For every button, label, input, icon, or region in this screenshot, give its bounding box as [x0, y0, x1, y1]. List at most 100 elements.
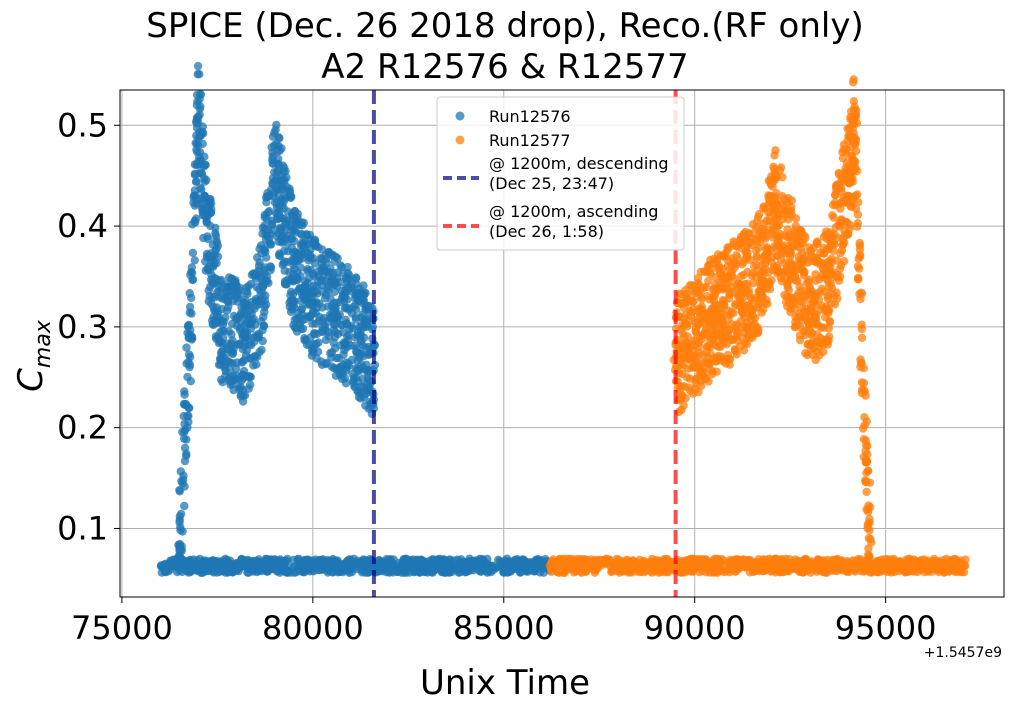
data-point	[853, 190, 862, 199]
data-point	[806, 339, 815, 349]
data-point	[888, 562, 898, 571]
data-point	[334, 364, 343, 373]
data-point	[260, 224, 270, 234]
data-point	[202, 252, 212, 262]
data-point	[731, 299, 740, 308]
data-point	[250, 304, 259, 313]
data-point	[277, 237, 286, 246]
data-point	[478, 555, 487, 564]
data-point	[187, 267, 196, 277]
data-point	[276, 566, 285, 575]
data-point	[238, 357, 247, 366]
data-point	[186, 325, 195, 334]
data-point	[270, 128, 279, 137]
data-point	[243, 563, 252, 573]
data-point	[857, 320, 866, 329]
legend-label: (Dec 26, 1:58)	[489, 222, 604, 241]
data-point	[718, 320, 728, 330]
data-point	[222, 343, 231, 352]
data-point	[804, 277, 813, 287]
data-point	[298, 310, 307, 319]
data-point	[714, 351, 723, 361]
data-point	[246, 380, 255, 389]
data-point	[744, 285, 753, 295]
data-point	[848, 123, 858, 133]
data-point	[255, 258, 264, 267]
data-point	[724, 314, 733, 324]
data-point	[675, 289, 685, 298]
data-point	[557, 555, 566, 565]
data-point	[238, 370, 247, 379]
data-point	[409, 568, 419, 577]
data-point	[280, 266, 289, 275]
data-point	[268, 152, 277, 161]
data-point	[739, 346, 749, 355]
data-point	[344, 304, 353, 313]
data-point	[163, 564, 172, 573]
data-point	[277, 213, 287, 223]
data-point	[257, 317, 266, 326]
data-point	[860, 387, 869, 396]
data-point	[737, 300, 746, 309]
data-point	[242, 283, 251, 292]
data-point	[686, 554, 695, 563]
data-point	[326, 349, 335, 358]
data-point	[182, 343, 191, 352]
data-point	[710, 315, 719, 325]
data-point	[729, 308, 738, 318]
data-point	[761, 232, 770, 241]
data-point	[681, 345, 690, 354]
data-point	[944, 567, 954, 576]
data-point	[704, 276, 713, 286]
data-point	[631, 567, 641, 576]
data-point	[345, 275, 354, 284]
data-point	[957, 567, 967, 577]
data-point	[799, 327, 809, 336]
data-point	[716, 283, 725, 292]
data-point	[696, 267, 705, 277]
data-point	[340, 564, 350, 573]
y-tick-label: 0.1	[57, 509, 108, 547]
data-point	[234, 313, 243, 322]
data-point	[724, 294, 734, 303]
data-point	[244, 372, 254, 381]
data-point	[179, 471, 188, 480]
data-point	[322, 258, 331, 268]
data-point	[778, 173, 787, 182]
data-point	[712, 256, 721, 265]
data-point	[454, 568, 463, 577]
data-point	[687, 363, 697, 372]
data-point	[298, 324, 308, 333]
data-point	[680, 332, 689, 342]
scatter-points	[156, 61, 970, 577]
data-point	[859, 364, 868, 373]
data-point	[195, 131, 204, 140]
data-point	[190, 170, 200, 179]
data-point	[788, 237, 797, 247]
data-point	[282, 280, 291, 289]
data-point	[769, 162, 778, 171]
data-point	[273, 557, 283, 567]
data-point	[210, 250, 219, 260]
data-point	[224, 327, 234, 336]
data-point	[730, 263, 739, 272]
data-point	[193, 97, 202, 106]
data-point	[263, 232, 272, 241]
data-point	[273, 166, 283, 175]
data-point	[263, 188, 272, 198]
data-point	[834, 168, 843, 178]
data-point	[754, 287, 763, 296]
data-point	[255, 348, 264, 357]
data-point	[298, 221, 307, 230]
data-point	[385, 558, 395, 567]
data-point	[730, 556, 739, 565]
data-point	[740, 338, 750, 348]
data-point	[938, 556, 947, 565]
data-point	[209, 261, 218, 270]
data-point	[590, 568, 599, 577]
data-point	[324, 286, 333, 296]
data-point	[394, 566, 403, 575]
data-point	[689, 346, 698, 355]
data-point	[775, 166, 785, 175]
